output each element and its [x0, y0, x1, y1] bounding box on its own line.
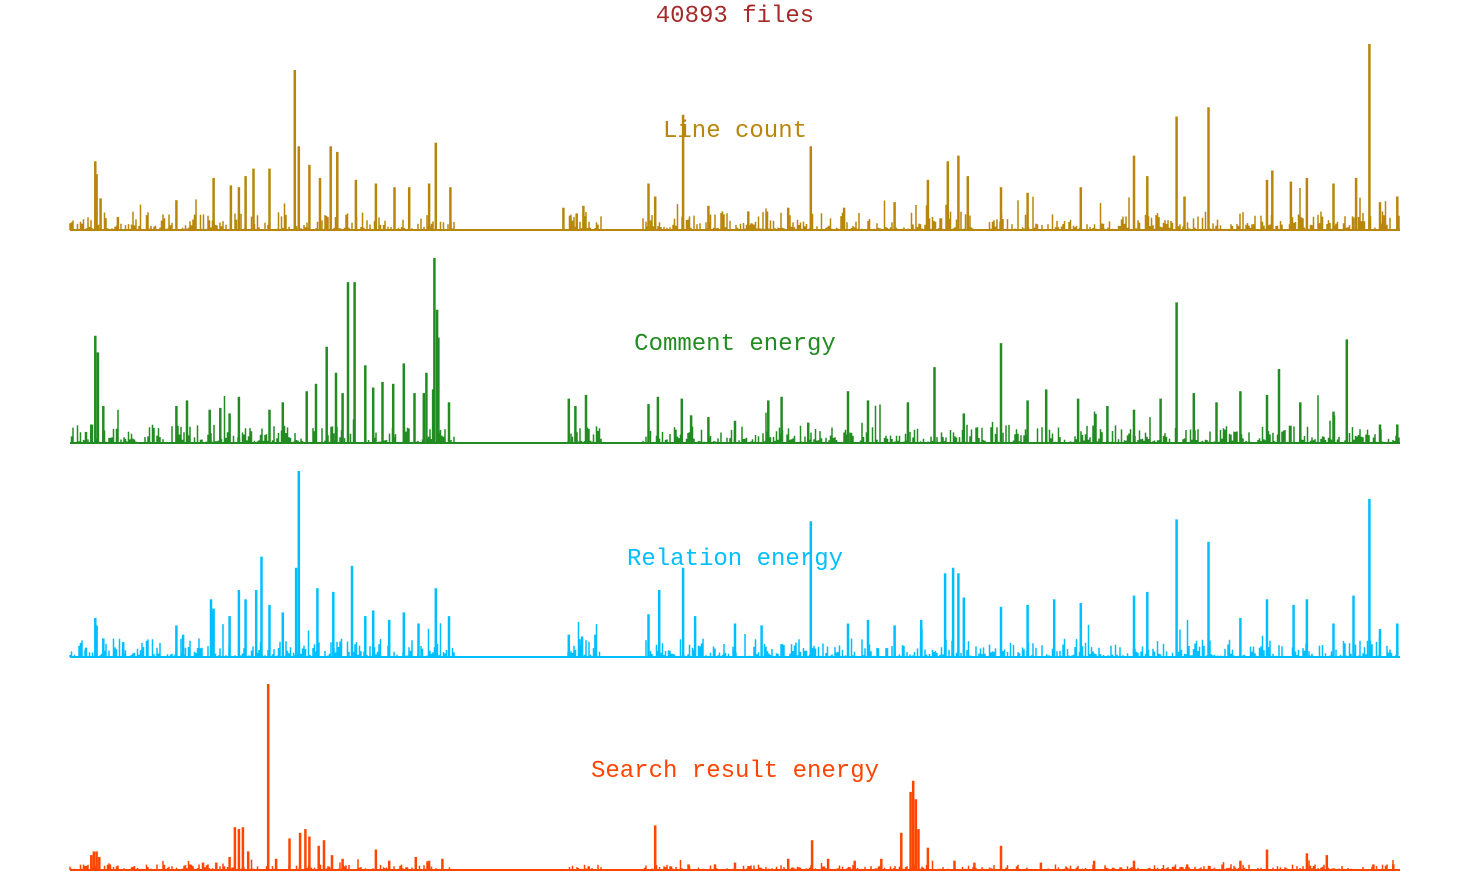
series-label: Relation energy	[627, 546, 843, 573]
chart-title: 40893 files	[656, 3, 814, 30]
series-4: Search result energy	[69, 684, 1400, 871]
series-label: Search result energy	[591, 758, 879, 785]
series-2: Comment energy	[70, 258, 1400, 444]
series-texture	[70, 395, 1400, 443]
series-label: Comment energy	[634, 331, 836, 358]
series-3: Relation energy	[69, 471, 1400, 658]
series-texture	[69, 610, 1399, 657]
series-label: Line count	[663, 118, 807, 145]
series-1: Line count	[69, 44, 1400, 231]
